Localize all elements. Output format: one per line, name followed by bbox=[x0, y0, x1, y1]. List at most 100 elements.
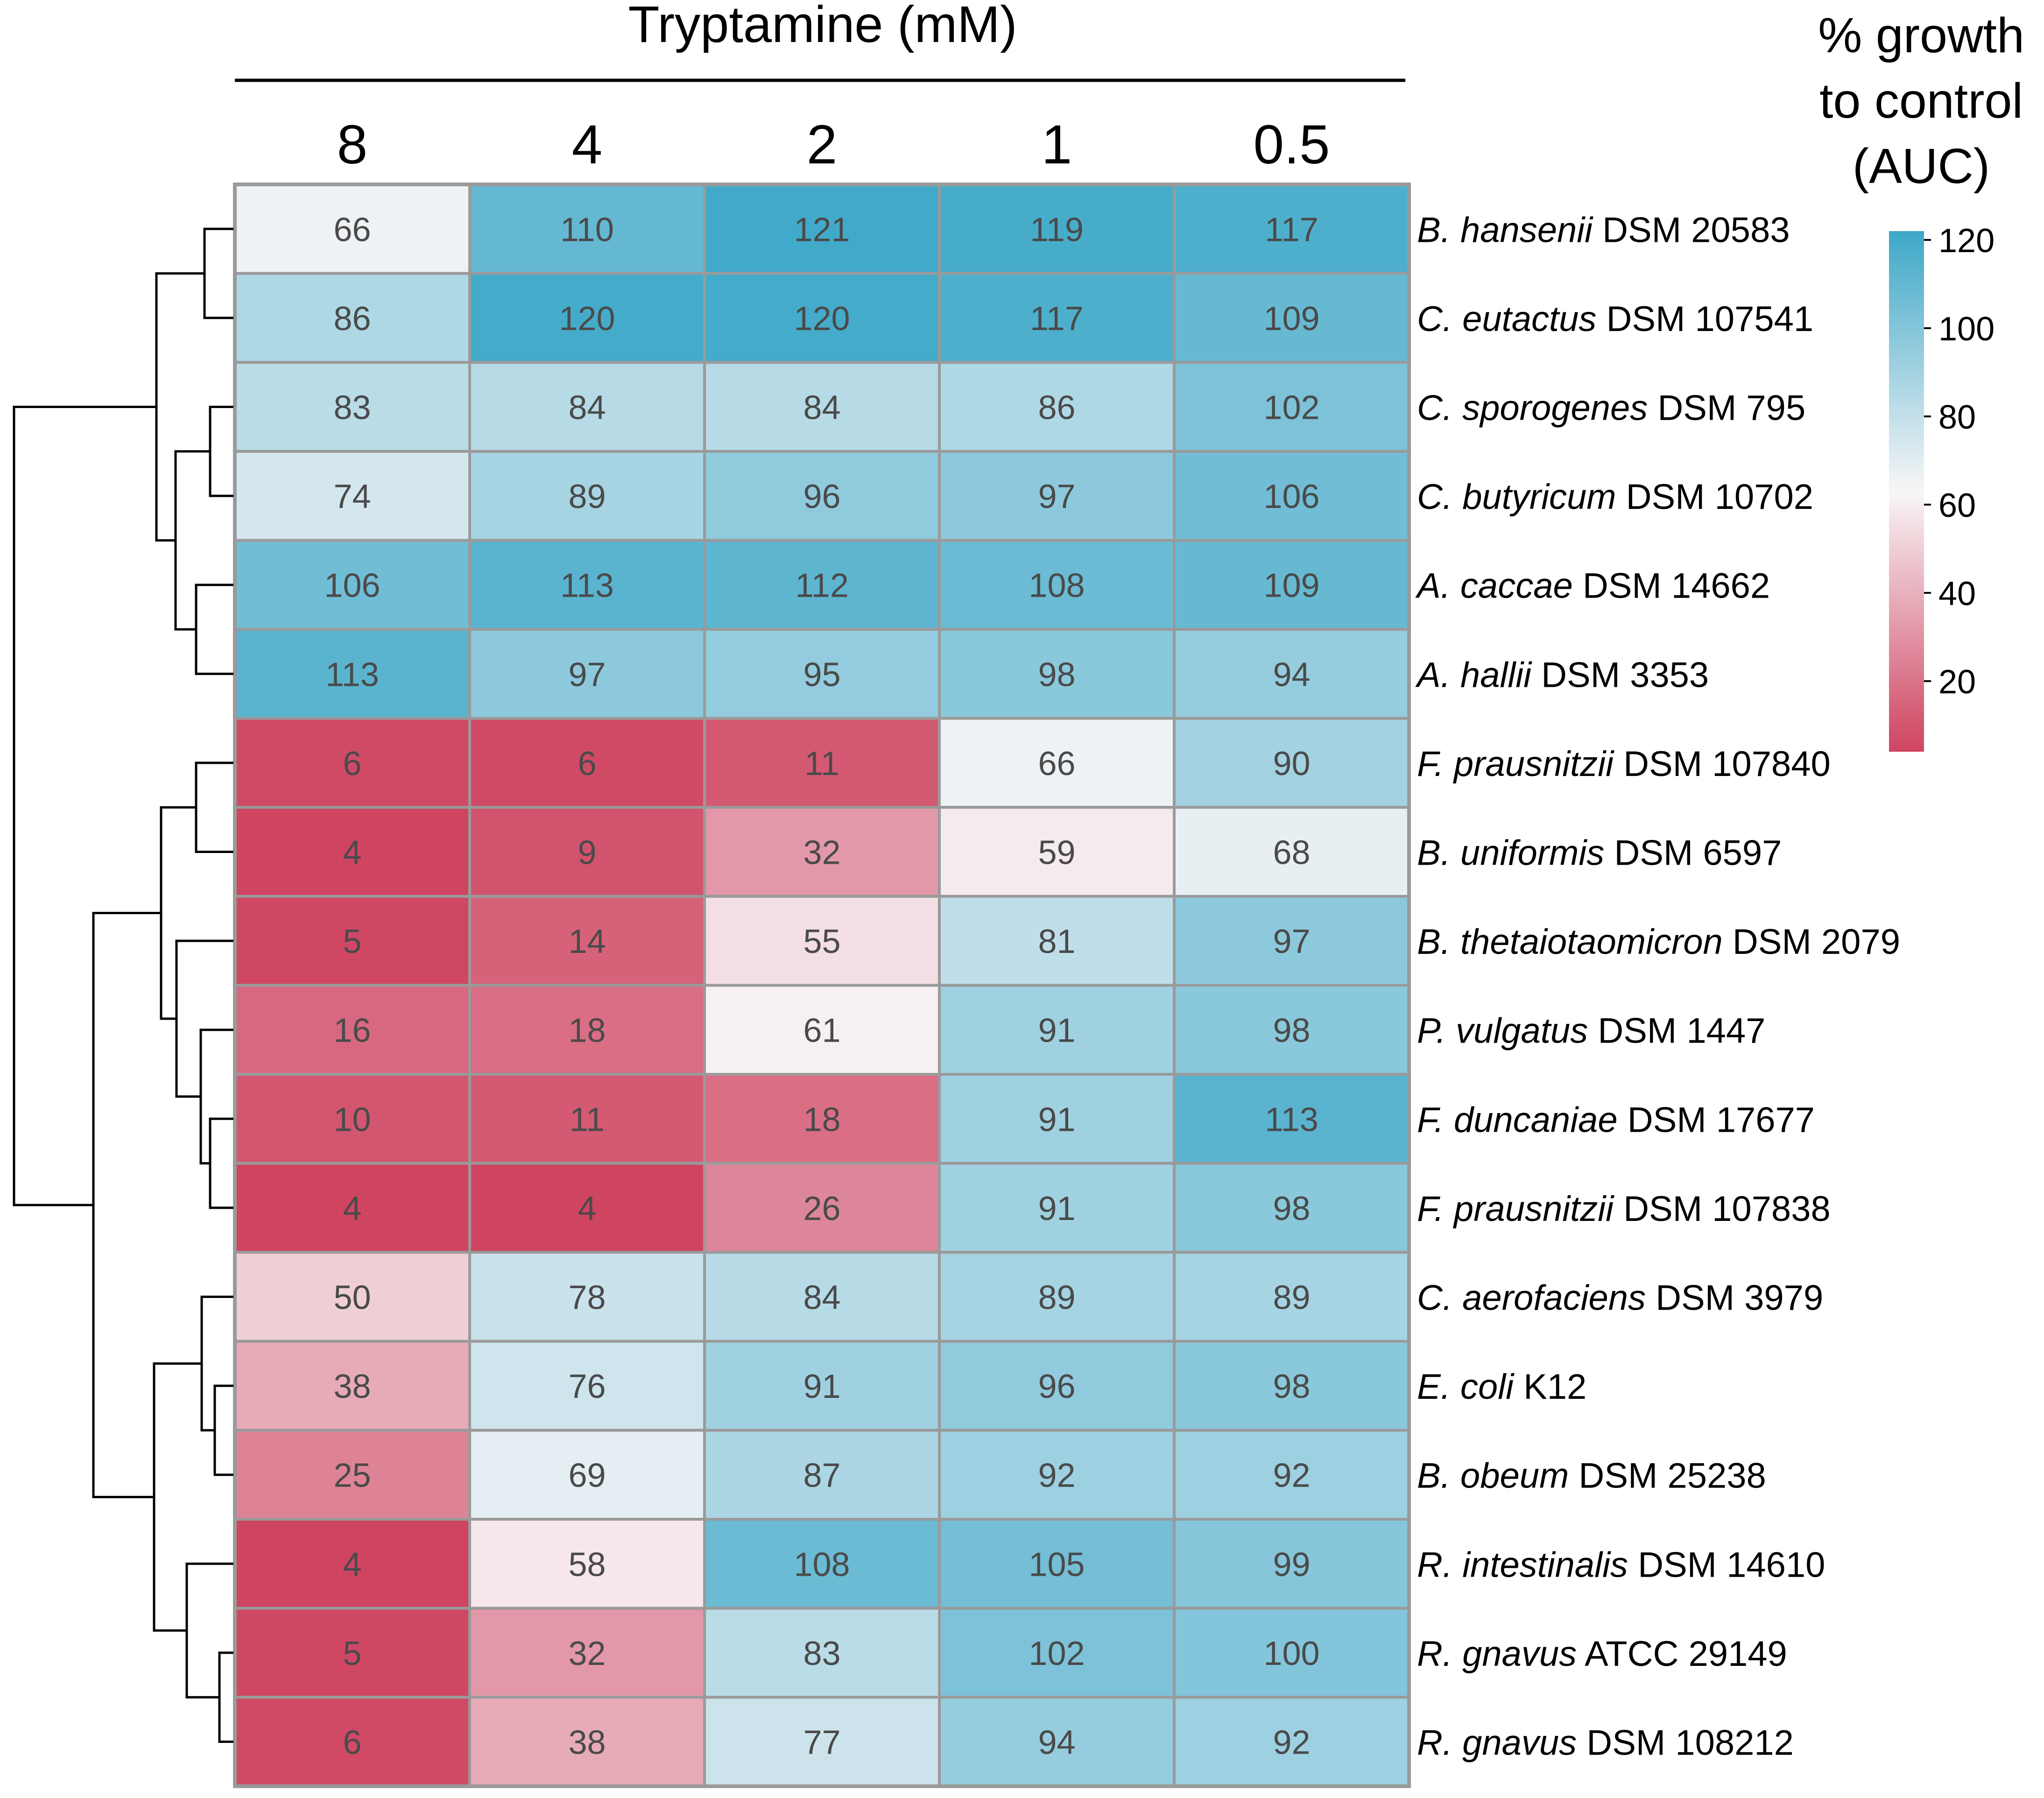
cell-value-label: 81 bbox=[1038, 923, 1075, 960]
row-label-species: A. hallii bbox=[1415, 655, 1532, 695]
cell-value-label: 98 bbox=[1273, 1012, 1310, 1050]
row-label-strain: DSM 17677 bbox=[1618, 1100, 1815, 1140]
cell-value-label: 55 bbox=[803, 923, 840, 960]
cell-value-label: 109 bbox=[1263, 300, 1319, 338]
cell-value-label: 102 bbox=[1029, 1635, 1085, 1672]
cell-value-label: 108 bbox=[794, 1546, 850, 1583]
cell-value-label: 108 bbox=[1029, 567, 1085, 605]
row-label: F. prausnitzii DSM 107840 bbox=[1417, 744, 1831, 784]
row-label: C. eutactus DSM 107541 bbox=[1417, 299, 1813, 339]
column-label: 4 bbox=[572, 114, 603, 176]
dendrogram-branch bbox=[160, 806, 196, 1020]
heatmap-cell bbox=[468, 1073, 706, 1165]
cell-value-label: 105 bbox=[1029, 1546, 1085, 1583]
row-label-species: F. prausnitzii bbox=[1417, 1189, 1614, 1229]
colorbar-tick-label: 40 bbox=[1938, 575, 1976, 613]
cell-value-label: 110 bbox=[560, 211, 614, 248]
cell-value-label: 112 bbox=[795, 567, 849, 605]
cell-value-label: 32 bbox=[803, 834, 840, 872]
heatmap-cell bbox=[233, 1073, 471, 1165]
row-label-strain: DSM 10702 bbox=[1616, 477, 1813, 517]
row-label: B. obeum DSM 25238 bbox=[1417, 1456, 1766, 1496]
cell-value-label: 18 bbox=[803, 1101, 840, 1138]
colorbar-gradient bbox=[1889, 231, 1924, 752]
cell-value-label: 9 bbox=[578, 834, 596, 872]
heatmap-cell bbox=[468, 717, 706, 809]
row-label-strain: DSM 20583 bbox=[1593, 210, 1790, 250]
heatmap-cell bbox=[233, 1340, 471, 1432]
row-label-strain: ATCC 29149 bbox=[1577, 1634, 1787, 1674]
heatmap-cell bbox=[703, 628, 941, 720]
cell-value-label: 117 bbox=[1265, 211, 1318, 248]
cell-value-label: 84 bbox=[803, 1279, 840, 1317]
heatmap-cell bbox=[703, 806, 941, 898]
row-label: F. duncaniae DSM 17677 bbox=[1417, 1100, 1815, 1140]
row-label-strain: DSM 14662 bbox=[1573, 566, 1770, 606]
heatmap-cell bbox=[703, 1607, 941, 1699]
cell-value-label: 50 bbox=[333, 1279, 371, 1317]
row-label-strain: DSM 6597 bbox=[1604, 833, 1782, 873]
cell-value-label: 84 bbox=[803, 389, 840, 427]
cell-value-label: 76 bbox=[568, 1368, 606, 1405]
heatmap-cell bbox=[938, 450, 1176, 542]
row-label-strain: DSM 3979 bbox=[1646, 1278, 1823, 1318]
row-label-strain: DSM 1447 bbox=[1588, 1011, 1765, 1051]
row-label-species: C. aerofaciens bbox=[1417, 1278, 1646, 1318]
cell-value-label: 83 bbox=[803, 1635, 840, 1672]
heatmap-cell bbox=[703, 361, 941, 453]
cell-value-label: 5 bbox=[343, 923, 361, 960]
row-label: C. aerofaciens DSM 3979 bbox=[1417, 1278, 1823, 1318]
cell-value-label: 109 bbox=[1263, 567, 1319, 605]
row-label-species: B. hansenii bbox=[1417, 210, 1593, 250]
cell-value-label: 98 bbox=[1273, 1368, 1310, 1405]
cell-value-label: 113 bbox=[1265, 1101, 1318, 1138]
column-labels: 8 4 2 1 0.5 bbox=[337, 114, 1330, 176]
cell-value-label: 10 bbox=[333, 1101, 371, 1138]
heatmap-cell bbox=[468, 1518, 706, 1610]
heatmap-cell bbox=[1173, 1251, 1410, 1343]
cell-value-label: 11 bbox=[570, 1101, 605, 1138]
heatmap-cell bbox=[703, 1340, 941, 1432]
dendrogram-branch bbox=[199, 1029, 233, 1165]
cell-value-label: 98 bbox=[1038, 656, 1075, 693]
row-label-species: B. thetaiotaomicron bbox=[1417, 922, 1723, 962]
row-label: C. butyricum DSM 10702 bbox=[1417, 477, 1813, 517]
cell-value-label: 113 bbox=[560, 567, 614, 605]
heatmap-cell bbox=[703, 984, 941, 1076]
column-label: 0.5 bbox=[1253, 114, 1330, 176]
cell-value-label: 84 bbox=[568, 389, 606, 427]
cell-value-label: 91 bbox=[1038, 1101, 1075, 1138]
cell-value-label: 38 bbox=[568, 1724, 606, 1762]
row-label: A. hallii DSM 3353 bbox=[1415, 655, 1709, 695]
cell-value-label: 92 bbox=[1273, 1457, 1310, 1495]
cell-value-label: 91 bbox=[803, 1368, 840, 1405]
heatmap-cell bbox=[703, 450, 941, 542]
row-label: A. caccae DSM 14662 bbox=[1415, 566, 1770, 606]
dendrogram-branch bbox=[175, 939, 233, 1098]
column-label: 2 bbox=[807, 114, 838, 176]
cell-value-label: 94 bbox=[1038, 1724, 1075, 1762]
colorbar-title-line-2: to control bbox=[1819, 73, 2023, 128]
cell-value-label: 4 bbox=[343, 834, 361, 872]
cell-value-label: 38 bbox=[333, 1368, 371, 1405]
cell-value-label: 91 bbox=[1038, 1190, 1075, 1227]
row-label-species: F. duncaniae bbox=[1417, 1100, 1618, 1140]
dendrogram-branch bbox=[185, 1562, 233, 1699]
cell-value-label: 18 bbox=[568, 1012, 606, 1050]
heatmap-cell bbox=[938, 1162, 1176, 1254]
cell-value-label: 95 bbox=[803, 656, 840, 693]
row-label-strain: DSM 107840 bbox=[1614, 744, 1831, 784]
cell-value-label: 97 bbox=[568, 656, 606, 693]
colorbar-tick-label: 20 bbox=[1938, 663, 1976, 701]
heatmap-cell bbox=[938, 539, 1176, 631]
cell-value-label: 87 bbox=[803, 1457, 840, 1495]
heatmap-cell bbox=[1173, 1518, 1410, 1610]
cell-value-label: 94 bbox=[1273, 656, 1310, 693]
cell-value-label: 59 bbox=[1038, 834, 1075, 872]
row-label-strain: DSM 108212 bbox=[1577, 1723, 1794, 1763]
heatmap-cell bbox=[468, 1340, 706, 1432]
dendrogram-branch bbox=[218, 1651, 233, 1743]
cell-value-label: 89 bbox=[1273, 1279, 1310, 1317]
row-label-strain: DSM 795 bbox=[1648, 388, 1805, 428]
